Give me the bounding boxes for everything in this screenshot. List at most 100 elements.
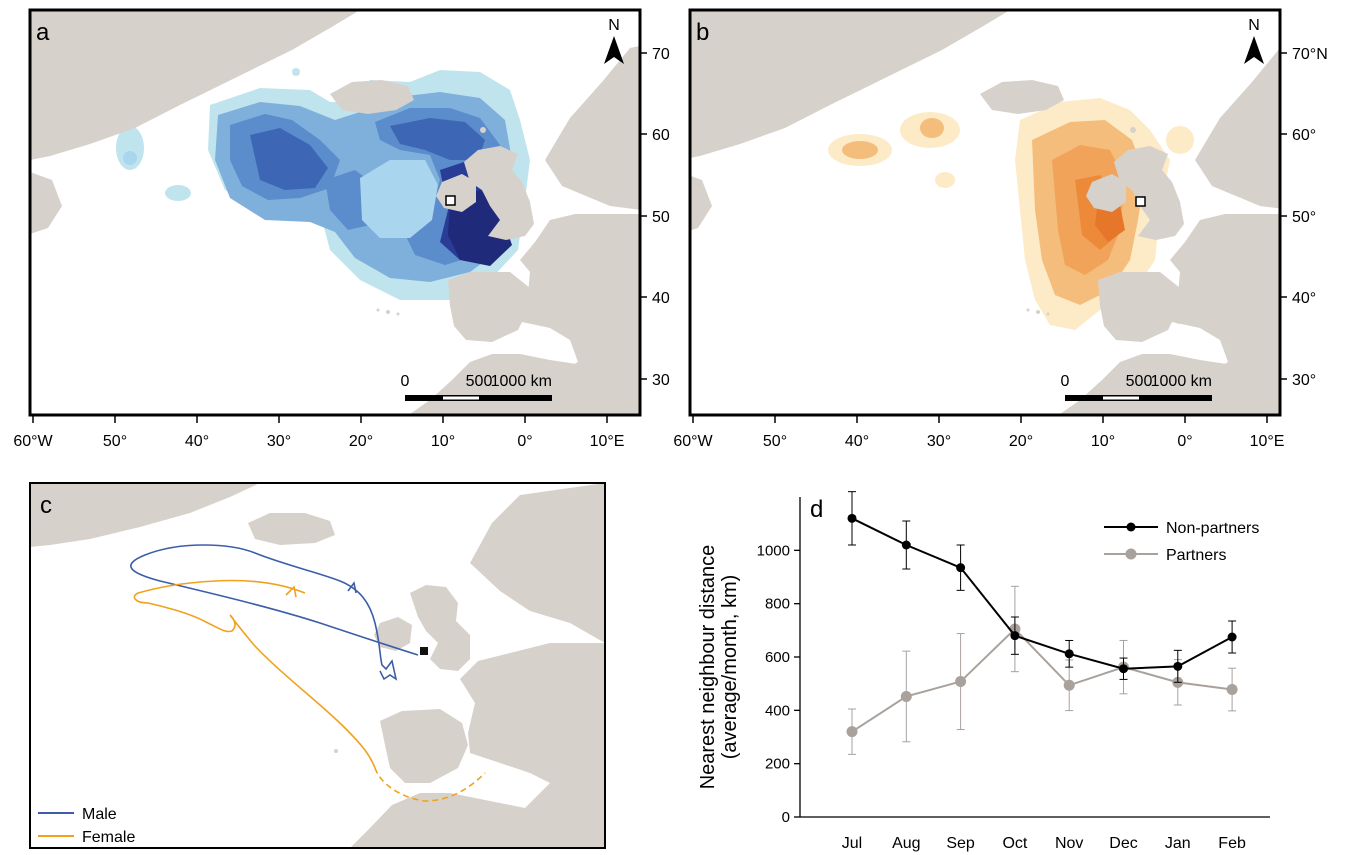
- map-panel-c: c Male Female: [29, 482, 606, 849]
- lat-label: 70°N: [652, 46, 670, 63]
- lon-label: 50°: [103, 433, 127, 450]
- land-europe: [460, 643, 605, 848]
- y-tick-label: 800: [765, 596, 790, 613]
- density-level-1: [1166, 126, 1194, 154]
- x-tick-label: Nov: [1055, 835, 1083, 852]
- male-track-arrow-icon: [347, 581, 357, 594]
- map-land-c: [30, 483, 605, 848]
- land-azores-3: [396, 312, 400, 316]
- land-faroes: [480, 127, 486, 133]
- land-greenland: [30, 483, 260, 547]
- land-ireland: [374, 617, 412, 651]
- land-azores-3: [1046, 312, 1050, 316]
- land-iberia: [380, 709, 468, 783]
- y-axis-label-unit: (average/month, km): [719, 575, 741, 760]
- data-point: [1063, 679, 1075, 691]
- density-level-1: [292, 68, 300, 76]
- y-axis-label: Nearest neighbour distance: [697, 545, 719, 790]
- legend-label-female: Female: [82, 829, 135, 846]
- legend-marker: [1125, 548, 1137, 560]
- map-frame: [28, 8, 642, 417]
- map-content-a: [30, 10, 640, 415]
- panel-label-c: c: [40, 492, 52, 519]
- land-britain: [464, 146, 534, 240]
- lon-label: 10°E: [590, 433, 625, 450]
- land-greenland: [30, 10, 360, 160]
- land-faroes: [1130, 127, 1136, 133]
- female-track-arrow-icon: [285, 585, 297, 598]
- density-level-4: [250, 128, 328, 190]
- legend-label: Partners: [1166, 547, 1226, 564]
- lat-label: 40°: [1292, 290, 1316, 307]
- data-point: [956, 563, 966, 573]
- lon-label: 10°E: [1250, 433, 1285, 450]
- land-iceland: [248, 513, 335, 545]
- land-iceland: [330, 80, 414, 114]
- data-point: [1064, 649, 1074, 659]
- land-greenland: [690, 10, 1010, 158]
- density-level-1: [116, 126, 144, 170]
- lon-label: 0°: [517, 433, 532, 450]
- y-tick-label: 600: [765, 649, 790, 666]
- scalebar-mid: 500: [466, 373, 493, 390]
- density-level-1: [935, 172, 955, 188]
- lon-label: 40°: [185, 433, 209, 450]
- data-point: [846, 726, 858, 738]
- land-ireland: [1086, 174, 1126, 212]
- legend-label: Non-partners: [1166, 520, 1259, 537]
- land-iberia: [448, 272, 530, 342]
- density-level-4: [390, 118, 485, 160]
- scalebar-zero: 0: [1061, 373, 1070, 390]
- lon-label: 10°: [431, 433, 455, 450]
- land-azores-2: [376, 308, 380, 312]
- map-panel-a: a N 70°N 60° 50° 40° 30° 60°W 50° 40° 30° 20° 10° 0° 1…: [13, 8, 670, 450]
- data-point: [847, 513, 857, 523]
- y-tick-label: 1000: [757, 542, 790, 559]
- density-level-2: [842, 141, 878, 159]
- map-frame: [29, 482, 606, 849]
- data-point: [1226, 684, 1238, 696]
- colony-marker: [1135, 196, 1146, 207]
- scalebar-white-segment: [1103, 396, 1139, 400]
- land-africa: [350, 793, 605, 848]
- land-britain: [1114, 146, 1184, 240]
- north-label: N: [608, 17, 620, 34]
- lat-label: 50°: [1292, 209, 1316, 226]
- data-point: [1119, 664, 1128, 674]
- lon-label: 60°W: [673, 433, 713, 450]
- land-iceland: [980, 80, 1064, 114]
- land-azores: [386, 310, 390, 314]
- land-scandinavia: [470, 483, 605, 643]
- lon-label: 30°: [267, 433, 291, 450]
- land-azores: [1036, 310, 1040, 314]
- north-arrow-icon: [604, 36, 624, 64]
- lat-label: 60°: [652, 127, 670, 144]
- land-europe: [1140, 214, 1280, 414]
- scalebar-white-segment: [443, 396, 479, 400]
- lon-label: 60°W: [13, 433, 53, 450]
- x-tick-label: Jan: [1165, 835, 1191, 852]
- lat-label: 30°: [1292, 372, 1316, 389]
- lat-label: 50°: [652, 209, 670, 226]
- land-azores: [334, 749, 338, 753]
- density-center-low: [360, 160, 438, 238]
- land-iberia: [1098, 272, 1180, 342]
- lon-label: 40°: [845, 433, 869, 450]
- lon-label: 30°: [927, 433, 951, 450]
- scalebar-end: 1000 km: [1151, 373, 1212, 390]
- x-tick-label: Feb: [1218, 835, 1246, 852]
- scalebar-mid: 500: [1126, 373, 1153, 390]
- north-arrow-icon: [1244, 36, 1264, 64]
- data-point: [955, 676, 967, 688]
- scalebar-zero: 0: [401, 373, 410, 390]
- series-line-non-partners: [851, 517, 1233, 670]
- land-europe: [490, 214, 640, 414]
- panel-label-a: a: [36, 19, 50, 46]
- data-point: [1173, 661, 1183, 671]
- y-tick-label: 400: [765, 702, 790, 719]
- data-point: [1010, 631, 1020, 641]
- panel-label-b: b: [696, 19, 709, 46]
- lat-label: 60°: [1292, 127, 1316, 144]
- colony-marker: [445, 195, 456, 206]
- land-scandinavia: [545, 46, 640, 210]
